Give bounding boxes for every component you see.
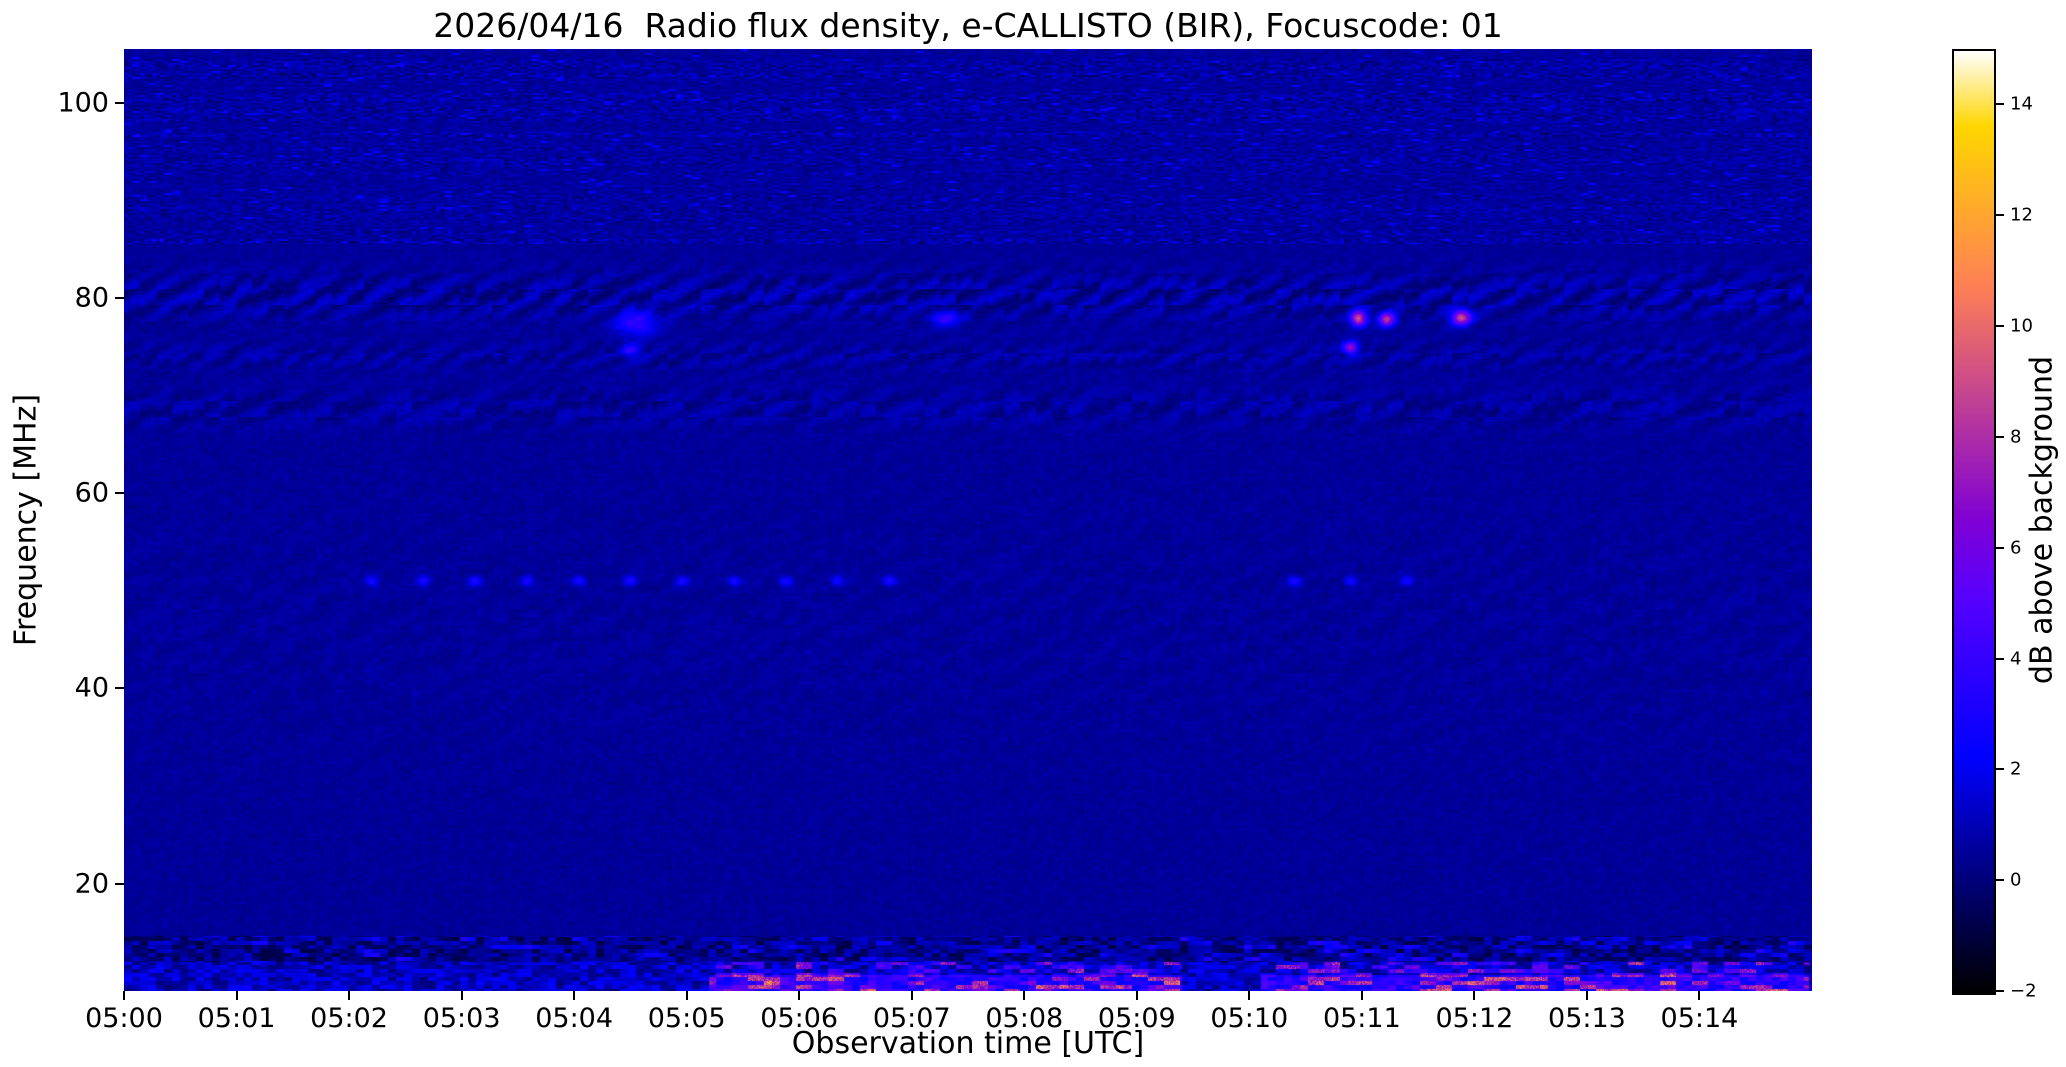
x-tick-mark (1360, 991, 1363, 1000)
colorbar-tick-label: 10 (2010, 315, 2033, 337)
colorbar-tick-label: −2 (2010, 980, 2037, 1002)
colorbar-tick-mark (1996, 103, 2004, 106)
colorbar-tick-mark (1996, 546, 2004, 549)
x-tick-label: 05:02 (310, 1003, 388, 1034)
y-tick-mark (115, 492, 124, 495)
chart-title: 2026/04/16 Radio flux density, e-CALLIST… (433, 6, 1503, 45)
colorbar-tick-label: 4 (2010, 648, 2022, 670)
colorbar-label: dB above background (2024, 355, 2060, 685)
x-tick-mark (1473, 991, 1476, 1000)
x-tick-mark (1135, 991, 1138, 1000)
x-tick-label: 05:12 (1435, 1003, 1514, 1034)
y-tick-label: 60 (74, 477, 109, 509)
y-tick-label: 40 (74, 672, 109, 704)
x-tick-label: 05:04 (535, 1003, 614, 1034)
x-tick-label: 05:08 (985, 1003, 1064, 1034)
y-tick-label: 80 (74, 282, 109, 314)
colorbar-tick-mark (1996, 879, 2004, 882)
x-tick-label: 05:00 (85, 1003, 163, 1034)
x-tick-mark (1023, 991, 1026, 1000)
colorbar-gradient (1952, 49, 1996, 995)
x-tick-mark (798, 991, 801, 1000)
x-tick-mark (235, 991, 238, 1000)
x-tick-label: 05:10 (1210, 1003, 1289, 1034)
colorbar-tick-label: 2 (2010, 758, 2022, 780)
x-tick-label: 05:01 (197, 1003, 276, 1034)
y-tick-label: 20 (74, 868, 109, 900)
x-tick-mark (1585, 991, 1588, 1000)
colorbar-tick-mark (1996, 657, 2004, 660)
x-tick-mark (123, 991, 125, 1000)
x-tick-mark (460, 991, 463, 1000)
y-tick-mark (115, 101, 124, 104)
x-tick-label: 05:03 (422, 1003, 501, 1034)
colorbar-tick-mark (1996, 325, 2004, 328)
y-axis-label: Frequency [MHz] (8, 393, 44, 647)
x-tick-label: 05:07 (872, 1003, 951, 1034)
x-tick-mark (910, 991, 913, 1000)
colorbar-tick-mark (1996, 768, 2004, 771)
x-axis-label: Observation time [UTC] (791, 1026, 1145, 1061)
x-tick-label: 05:09 (1097, 1003, 1176, 1034)
x-tick-label: 05:13 (1548, 1003, 1626, 1034)
colorbar-tick-label: 8 (2010, 426, 2022, 448)
x-tick-label: 05:11 (1322, 1003, 1401, 1034)
spectrogram-heatmap (124, 49, 1812, 991)
y-tick-label: 100 (57, 87, 109, 119)
x-tick-label: 05:06 (760, 1003, 839, 1034)
colorbar-tick-mark (1996, 214, 2004, 217)
x-tick-mark (1698, 991, 1701, 1000)
x-tick-label: 05:05 (647, 1003, 726, 1034)
y-tick-mark (115, 882, 124, 885)
x-tick-mark (1248, 991, 1251, 1000)
x-tick-mark (573, 991, 576, 1000)
y-tick-mark (115, 296, 124, 299)
x-tick-mark (685, 991, 688, 1000)
colorbar-tick-label: 0 (2010, 869, 2022, 891)
colorbar-tick-label: 12 (2010, 204, 2033, 226)
x-tick-mark (348, 991, 351, 1000)
x-tick-label: 05:14 (1660, 1003, 1739, 1034)
colorbar-tick-mark (1996, 435, 2004, 438)
colorbar-tick-label: 6 (2010, 537, 2022, 559)
colorbar-tick-label: 14 (2010, 93, 2033, 115)
colorbar-tick-mark (1996, 990, 2004, 992)
y-tick-mark (115, 687, 124, 690)
